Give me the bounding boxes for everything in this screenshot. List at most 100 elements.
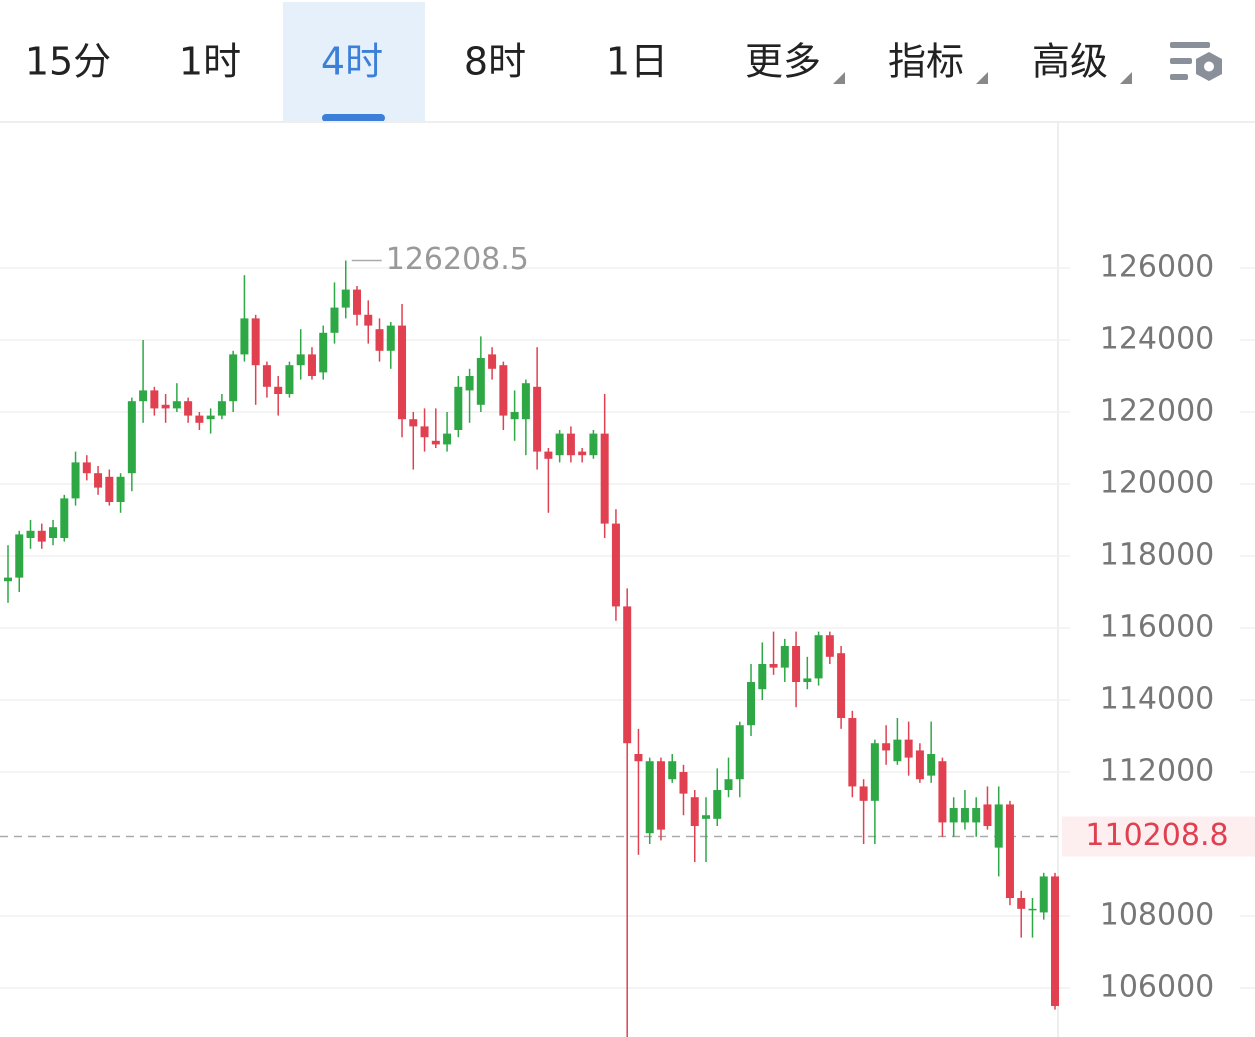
candle-body — [769, 664, 778, 668]
candle-body — [735, 725, 744, 780]
candle-body — [533, 386, 542, 452]
y-tick-label: 118000 — [1100, 538, 1215, 573]
tab[interactable]: 1时 — [179, 40, 241, 84]
candle-body — [927, 754, 936, 776]
candle-body — [870, 743, 879, 801]
candle-body — [26, 530, 35, 539]
candle-body — [217, 401, 226, 416]
candle-body — [184, 401, 193, 416]
max-label: 126208.5 — [386, 242, 529, 277]
candle-body — [262, 365, 271, 387]
candle-body — [94, 473, 103, 488]
candle-body — [1051, 876, 1059, 1007]
candle-body — [499, 365, 508, 416]
candle-body — [972, 808, 981, 823]
candle-body — [285, 365, 294, 394]
candle-body — [386, 325, 395, 351]
tab[interactable]: 4时 — [321, 40, 383, 84]
y-tick-label: 116000 — [1100, 610, 1215, 645]
candle-body — [668, 761, 677, 780]
candle-body — [803, 678, 812, 683]
candle-body — [994, 804, 1003, 848]
candle-body — [1028, 908, 1037, 911]
y-tick-label: 112000 — [1100, 754, 1215, 789]
candle-body — [983, 804, 992, 827]
candle-body — [409, 419, 418, 427]
candle-body — [949, 808, 958, 823]
y-tick-label: 108000 — [1100, 898, 1215, 933]
candle-body — [105, 476, 114, 503]
candle-body — [555, 433, 564, 456]
candle-body — [195, 415, 204, 423]
candle-body — [611, 523, 620, 607]
tab[interactable]: 高级 — [1032, 40, 1108, 84]
candle-body — [398, 325, 407, 420]
active-tab-bg — [283, 2, 425, 122]
candle-body — [60, 498, 69, 539]
candle-body — [510, 411, 519, 420]
candle-body — [780, 646, 789, 668]
candle-body — [837, 653, 846, 719]
candle-body — [240, 318, 249, 355]
candle-body — [364, 314, 373, 326]
candle-body — [274, 386, 283, 394]
candle-body — [488, 354, 497, 369]
candle-body — [443, 433, 452, 445]
candle-body — [71, 462, 80, 499]
candle-body — [938, 761, 947, 823]
candle-body — [656, 761, 665, 830]
dropdown-caret — [976, 72, 988, 84]
candle-body — [600, 433, 609, 524]
candle-body — [431, 440, 440, 445]
candle-body — [960, 808, 969, 823]
toolbar: 15分 1时 4时 8时 1日 更多 指标 高级 — [25, 40, 1132, 84]
candle-body — [37, 530, 46, 542]
candle-body — [758, 664, 767, 690]
tab[interactable]: 更多 — [745, 40, 821, 84]
tab[interactable]: 8时 — [464, 40, 526, 84]
y-tick-label: 120000 — [1100, 466, 1215, 501]
candle-body — [465, 375, 474, 391]
candle-body — [747, 682, 756, 726]
y-tick-label: 124000 — [1100, 321, 1215, 356]
dropdown-caret — [833, 72, 845, 84]
candle-body — [1017, 898, 1026, 909]
candle-body — [353, 289, 361, 315]
current-price-bg — [1062, 816, 1255, 857]
tab[interactable]: 15分 — [25, 40, 111, 84]
candle-body — [814, 635, 823, 679]
candle-body — [623, 606, 632, 744]
candle-body — [172, 401, 181, 409]
candle-body — [1039, 876, 1048, 913]
y-tick-label: 106000 — [1100, 970, 1215, 1005]
candle-body — [4, 577, 12, 582]
candle-body — [307, 354, 316, 376]
candle-body — [82, 462, 91, 474]
tab[interactable]: 指标 — [888, 40, 964, 84]
dropdown-caret — [1120, 72, 1132, 84]
candle-body — [702, 815, 710, 819]
tab[interactable]: 1日 — [606, 40, 668, 84]
candle-body — [589, 433, 598, 456]
candle-body — [15, 534, 24, 578]
candle-body — [713, 790, 722, 819]
candle-body — [690, 797, 699, 827]
candle-body — [454, 386, 463, 431]
candle-body — [49, 527, 58, 539]
candle-body — [116, 476, 125, 503]
candle-body — [150, 390, 159, 409]
candle-body — [139, 390, 148, 402]
candle-body — [634, 754, 643, 762]
candle-body — [792, 646, 801, 683]
chart: 106000 108000 112000 114000 116000 118000 1200… — [0, 242, 1255, 1037]
candle-body — [893, 739, 902, 762]
settings-icon[interactable] — [1170, 42, 1222, 81]
candle-body — [882, 743, 891, 751]
candle-body — [476, 357, 485, 405]
active-tab-indicator — [322, 114, 385, 122]
candle-body — [229, 354, 238, 402]
current-price-label: 110208.8 — [1085, 818, 1228, 853]
candle-body — [825, 635, 834, 657]
candle-body — [566, 433, 575, 456]
